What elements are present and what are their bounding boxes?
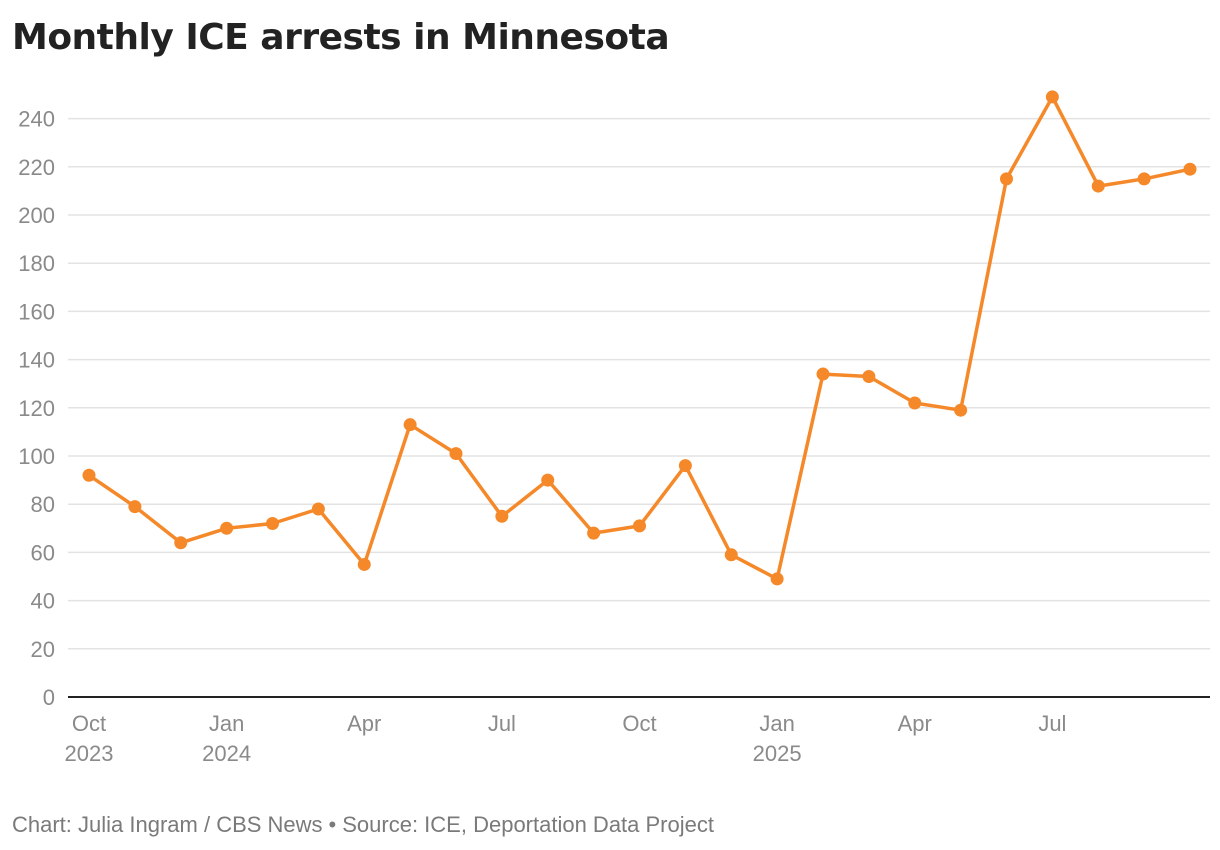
y-tick-label-160: 160 — [18, 299, 55, 324]
series-line — [87, 95, 1192, 581]
data-point-2024-03 — [311, 502, 325, 516]
x-tick-label-apr: Apr — [898, 711, 932, 736]
data-point-2025-06 — [1000, 172, 1013, 186]
x-axis-tick-labels: Oct 2023 Jan 2024 Apr Jul Oct Jan 2025 Apr Jul — [65, 711, 1067, 766]
y-tick-label-0: 0 — [43, 685, 55, 710]
x-tick-label-jul: Jul — [488, 711, 516, 736]
data-point-2025-09 — [1137, 172, 1151, 186]
chart-title: Monthly ICE arrests in Minnesota — [12, 17, 670, 58]
data-point-2024-05 — [403, 418, 417, 432]
y-tick-label-100: 100 — [18, 444, 55, 469]
data-point-2024-08 — [541, 473, 555, 487]
y-tick-label-240: 240 — [18, 107, 55, 132]
data-point-2025-04 — [908, 396, 922, 410]
data-point-2024-12 — [724, 548, 738, 562]
chart-source: Source: ICE, Deportation Data Project — [342, 812, 714, 837]
y-tick-label-40: 40 — [31, 589, 55, 614]
data-point-2025-05 — [954, 403, 968, 417]
chart-credit: Chart: Julia Ingram / CBS News — [12, 812, 323, 837]
data-point-2024-04 — [357, 557, 371, 571]
x-tick-year-2023: 2023 — [65, 741, 114, 766]
data-point-2025-03 — [862, 369, 876, 383]
x-tick-label-jul: Jul — [1038, 711, 1066, 736]
data-point-2023-10 — [82, 468, 96, 482]
y-tick-label-140: 140 — [18, 348, 55, 373]
data-points — [82, 90, 1197, 586]
y-tick-label-20: 20 — [31, 637, 55, 662]
data-point-2025-10 — [1183, 162, 1197, 176]
data-point-2025-02 — [816, 367, 830, 381]
data-point-2023-11 — [128, 500, 142, 514]
data-point-2023-12 — [174, 536, 188, 550]
y-tick-label-200: 200 — [18, 203, 55, 228]
x-tick-label-oct-2023: Oct — [72, 711, 106, 736]
y-axis-tick-labels: 0 20 40 60 80 100 120 140 160 180 200 220 240 — [18, 107, 55, 710]
y-tick-label-60: 60 — [31, 540, 55, 565]
chart-footer: Chart: Julia Ingram / CBS News • Source: I… — [12, 810, 714, 840]
x-tick-label-apr: Apr — [347, 711, 381, 736]
x-tick-label-jan-2025: Jan — [759, 711, 794, 736]
data-point-2024-07 — [495, 509, 509, 523]
y-tick-label-80: 80 — [31, 492, 55, 517]
y-tick-label-180: 180 — [18, 251, 55, 276]
data-point-2024-02 — [266, 516, 279, 530]
data-point-2025-01 — [770, 572, 784, 586]
y-tick-label-120: 120 — [18, 396, 55, 421]
data-point-2025-08 — [1091, 179, 1105, 193]
x-tick-year-2025: 2025 — [753, 741, 802, 766]
x-tick-year-2024: 2024 — [202, 741, 251, 766]
gridlines — [68, 117, 1210, 650]
data-point-2024-01 — [220, 521, 234, 535]
data-point-2024-11 — [678, 459, 692, 473]
data-point-2024-06 — [449, 447, 463, 461]
x-tick-label-jan-2024: Jan — [209, 711, 244, 736]
footer-separator: • — [328, 812, 337, 837]
data-point-2024-10 — [633, 519, 646, 533]
data-point-2025-07 — [1045, 90, 1059, 104]
y-tick-label-220: 220 — [18, 155, 55, 180]
data-point-2024-09 — [587, 526, 601, 540]
x-tick-label-oct: Oct — [622, 711, 656, 736]
